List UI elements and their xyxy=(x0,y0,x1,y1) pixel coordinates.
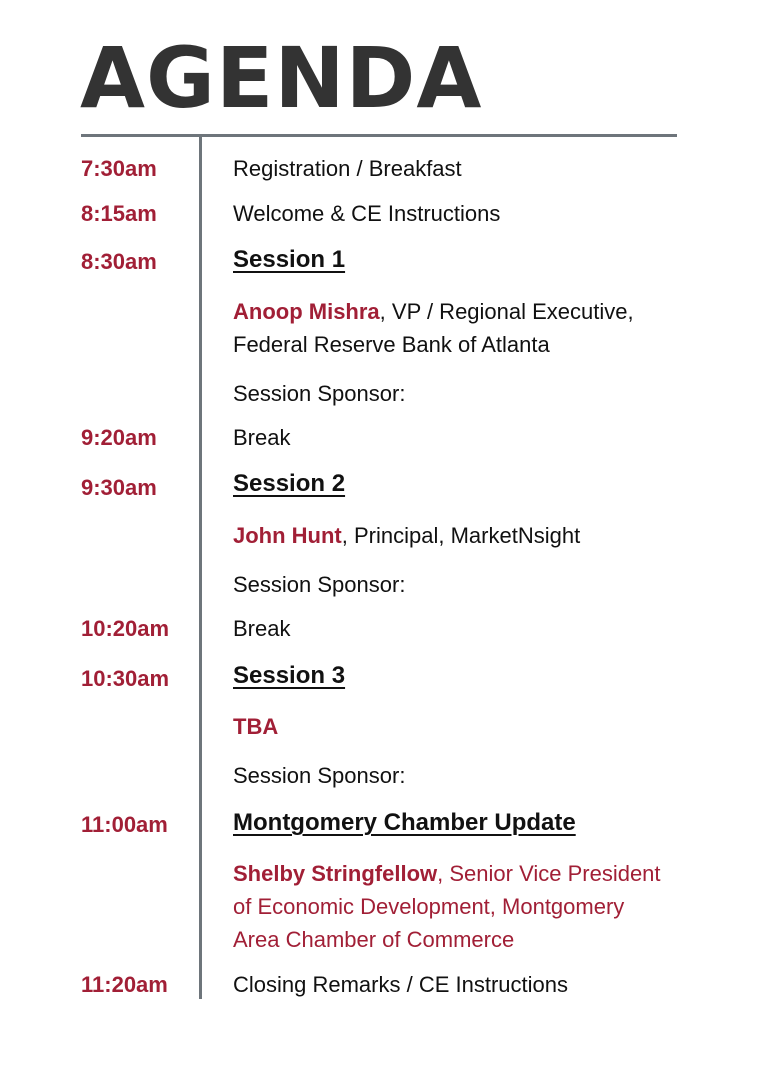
speaker-name: TBA xyxy=(233,714,279,739)
time-label: 8:30am xyxy=(81,249,157,274)
timeline-divider xyxy=(199,137,202,999)
speaker-organization: Federal Reserve Bank of Atlanta xyxy=(233,332,550,357)
speaker-line: Shelby Stringfellow, Senior Vice Preside… xyxy=(233,857,661,890)
agenda-item-text: Break xyxy=(233,616,291,641)
speaker-title: , Principal, MarketNsight xyxy=(341,523,581,548)
time-label: 7:30am xyxy=(81,156,157,181)
speaker-organization: Area Chamber of Commerce xyxy=(233,927,515,952)
time-label: 11:20am xyxy=(81,972,168,997)
speaker-line: Anoop Mishra, VP / Regional Executive, xyxy=(233,295,634,328)
session-sponsor: Session Sponsor: xyxy=(233,381,406,406)
session-sponsor: Session Sponsor: xyxy=(233,763,406,788)
time-label: 9:20am xyxy=(81,425,157,450)
time-label: 10:20am xyxy=(81,616,170,641)
agenda-item-text: Registration / Breakfast xyxy=(233,156,462,181)
speaker-title: , Senior Vice President xyxy=(437,861,661,886)
agenda-item-text: Closing Remarks / CE Instructions xyxy=(233,972,568,997)
title-divider xyxy=(81,134,677,137)
session-heading: Session 1 xyxy=(233,246,346,273)
session-heading: Montgomery Chamber Update xyxy=(233,809,576,836)
agenda-item-text: Welcome & CE Instructions xyxy=(233,201,501,226)
speaker-name: Anoop Mishra xyxy=(233,299,380,324)
time-label: 10:30am xyxy=(81,666,170,691)
session-heading: Session 2 xyxy=(233,470,346,497)
speaker-name: Shelby Stringfellow xyxy=(233,861,438,886)
speaker-line: John Hunt, Principal, MarketNsight xyxy=(233,519,580,552)
time-label: 8:15am xyxy=(81,201,157,226)
speaker-title-continued: of Economic Development, Montgomery xyxy=(233,894,625,919)
page-title: AGENDA xyxy=(80,29,483,127)
session-heading: Session 3 xyxy=(233,662,346,689)
agenda-item-text: Break xyxy=(233,425,291,450)
time-label: 9:30am xyxy=(81,475,157,500)
time-label: 11:00am xyxy=(81,812,168,837)
session-sponsor: Session Sponsor: xyxy=(233,572,406,597)
speaker-title: , VP / Regional Executive, xyxy=(379,299,634,324)
speaker-name: John Hunt xyxy=(233,523,342,548)
